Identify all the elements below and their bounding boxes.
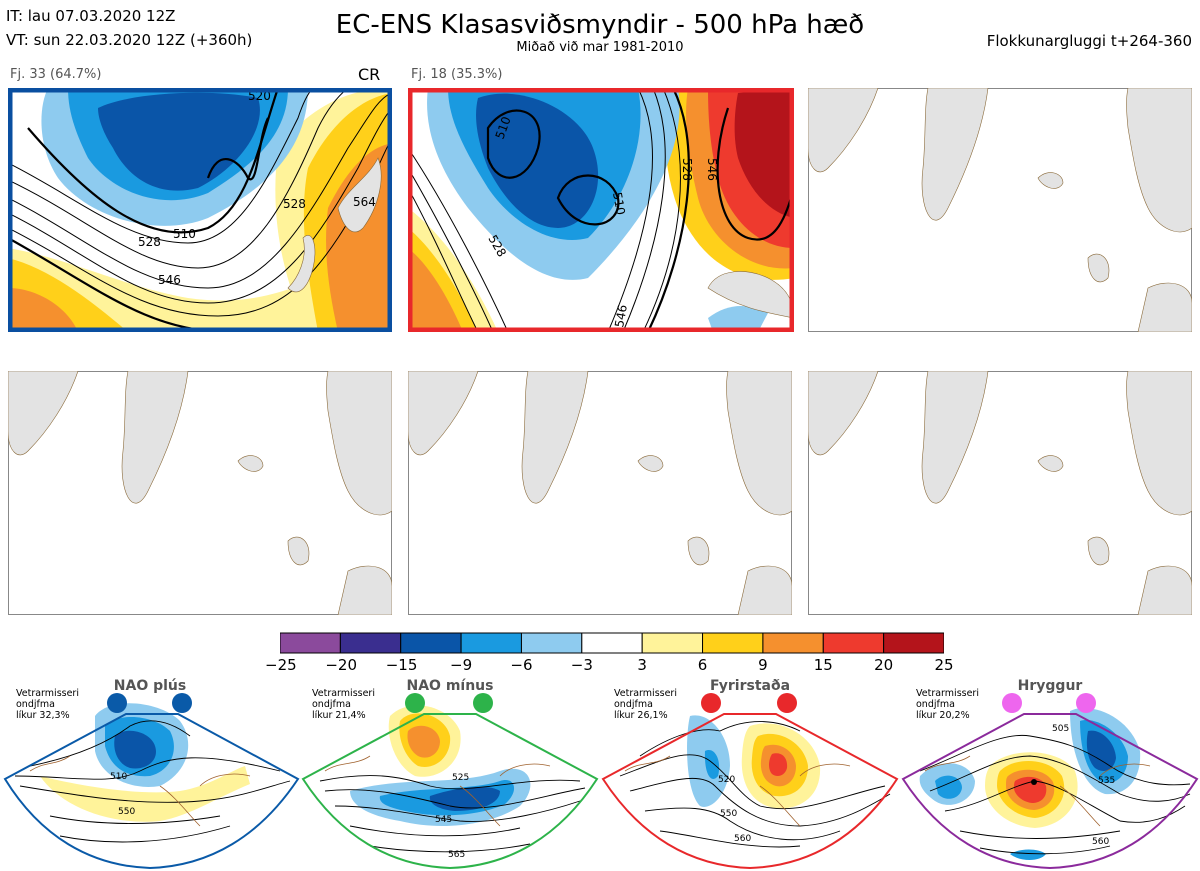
contour-label: 535 bbox=[1098, 776, 1115, 786]
colorbar bbox=[279, 632, 945, 658]
contour-label: 550 bbox=[118, 807, 135, 817]
colorbar-tick-label: −6 bbox=[510, 656, 533, 674]
regime-dot bbox=[473, 693, 493, 713]
colorbar-tick-label: 6 bbox=[697, 656, 708, 674]
page-title: EC-ENS Klasasviðsmyndir - 500 hPa hæð bbox=[335, 10, 865, 40]
colorbar-segment bbox=[702, 632, 764, 654]
colorbar-tick-label: 25 bbox=[934, 656, 954, 674]
colorbar-segment bbox=[762, 632, 824, 654]
colorbar-segment bbox=[822, 632, 885, 654]
contour-label: 525 bbox=[452, 773, 469, 783]
cluster-2-map: 510 510 528 528 546 546 bbox=[408, 88, 794, 332]
regime-border bbox=[901, 713, 1199, 870]
colorbar-segment bbox=[581, 632, 643, 654]
contour-label: 510 bbox=[610, 191, 628, 216]
regime-dot bbox=[405, 693, 425, 713]
contour-label: 510 bbox=[110, 772, 127, 782]
colorbar-tick-label: 20 bbox=[874, 656, 894, 674]
empty-map-3 bbox=[808, 88, 1192, 332]
regime-dot bbox=[107, 693, 127, 713]
regime-prob-text: Vetrarmisseri ondjfma líkur 21,4% bbox=[312, 688, 375, 721]
colorbar-segment bbox=[641, 632, 704, 654]
contour-label: 505 bbox=[1052, 724, 1069, 734]
colorbar-segment bbox=[883, 632, 945, 654]
cluster-1-label: Fj. 33 (64.7%) bbox=[10, 67, 102, 82]
colorbar-tick-label: 3 bbox=[637, 656, 647, 674]
regime-dot bbox=[777, 693, 797, 713]
colorbar-segment bbox=[460, 632, 522, 654]
colorbar-tick-label: 9 bbox=[758, 656, 768, 674]
cluster-window: Flokkunargluggi t+264-360 bbox=[986, 32, 1192, 50]
colorbar-segment bbox=[279, 632, 341, 654]
regime-prob-text: Vetrarmisseri ondjfma líkur 32,3% bbox=[16, 688, 79, 721]
empty-map-6 bbox=[808, 371, 1192, 615]
colorbar-ticks: −25 −20 −15 −9 −6 −3 3 6 9 15 20 25 bbox=[0, 656, 1200, 676]
colorbar-segment bbox=[339, 632, 402, 654]
colorbar-tick-label: −3 bbox=[570, 656, 593, 674]
regime-border bbox=[601, 713, 899, 870]
contour-label: 546 bbox=[612, 304, 630, 329]
contour-label: 560 bbox=[1092, 837, 1109, 847]
page-subtitle: Miðað við mar 1981-2010 bbox=[516, 40, 684, 55]
colorbar-segment bbox=[520, 632, 583, 654]
empty-map-4 bbox=[8, 371, 392, 615]
valid-time: VT: sun 22.03.2020 12Z (+360h) bbox=[6, 31, 253, 49]
cluster-1-border bbox=[8, 88, 392, 332]
regime-title: NAO mínus bbox=[406, 678, 494, 694]
cluster-2-label: Fj. 18 (35.3%) bbox=[411, 67, 503, 82]
contour-label: 510 bbox=[173, 227, 196, 241]
colorbar-tick-label: −15 bbox=[385, 656, 418, 674]
regime-border bbox=[301, 713, 599, 870]
contour-label: 546 bbox=[158, 273, 181, 287]
contour-label: 560 bbox=[734, 834, 751, 844]
regime-dot bbox=[1002, 693, 1022, 713]
regime-prob-text: Vetrarmisseri ondjfma líkur 26,1% bbox=[614, 688, 677, 721]
regime-dot bbox=[701, 693, 721, 713]
colorbar-segment bbox=[400, 632, 462, 654]
regime-border bbox=[3, 713, 300, 870]
regime-blocking: Fyrirstaða Vetrarmisseri ondjfma líkur 26,… bbox=[600, 676, 900, 871]
contour-label: 550 bbox=[720, 809, 737, 819]
contour-label: 528 bbox=[283, 197, 306, 211]
cluster-1-map: 528 510 546 520 528 564 bbox=[8, 88, 392, 332]
contour-label: 546 bbox=[705, 158, 719, 181]
empty-map-5 bbox=[408, 371, 792, 615]
regime-title: NAO plús bbox=[113, 678, 187, 694]
contour-label: 520 bbox=[718, 775, 735, 785]
contour-label: 528 bbox=[680, 158, 694, 181]
colorbar-tick-label: 15 bbox=[813, 656, 833, 674]
regime-prob-text: Vetrarmisseri ondjfma líkur 20,2% bbox=[916, 688, 979, 721]
colorbar-tick-label: −9 bbox=[450, 656, 473, 674]
regime-dot bbox=[172, 693, 192, 713]
regime-dot bbox=[1076, 693, 1096, 713]
colorbar-tick-label: −25 bbox=[265, 656, 297, 674]
regime-ridge: Hryggur Vetrarmisseri ondjfma líkur 20,2% bbox=[900, 676, 1200, 871]
colorbar-tick-label: −20 bbox=[325, 656, 358, 674]
regime-nao-plus: NAO plús Vetrarmisseri ondjfma líkur 32,3%… bbox=[0, 676, 300, 871]
contour-label: 564 bbox=[353, 195, 376, 209]
init-time: IT: lau 07.03.2020 12Z bbox=[6, 7, 176, 25]
regimes-row: NAO plús Vetrarmisseri ondjfma líkur 32,3%… bbox=[0, 676, 1200, 871]
regime-nao-minus: NAO mínus Vetrarmisseri ondjfma líkur 21,4… bbox=[300, 676, 600, 871]
regime-title: Hryggur bbox=[1017, 678, 1083, 694]
contour-label: 565 bbox=[448, 850, 465, 860]
cluster-1-tag: CR bbox=[358, 65, 381, 84]
contour-label: 528 bbox=[138, 235, 161, 249]
contour-label: 545 bbox=[435, 815, 452, 825]
regime-title: Fyrirstaða bbox=[709, 678, 791, 694]
cluster-2-border bbox=[408, 88, 794, 332]
